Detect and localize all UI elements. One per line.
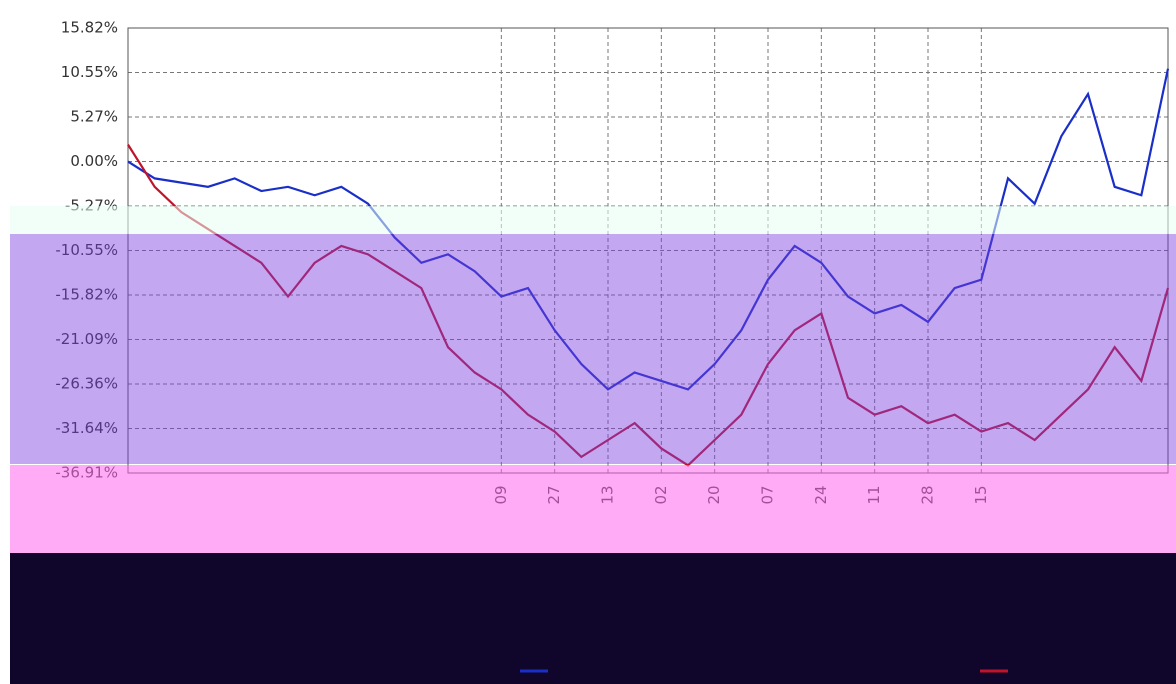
glitch-band: [10, 553, 1176, 684]
y-tick-label: -26.36%: [55, 374, 118, 392]
y-tick-label: 15.82%: [61, 19, 118, 37]
y-tick-label: -31.64%: [55, 419, 118, 437]
y-tick-label: -21.09%: [55, 330, 118, 348]
glitch-band: [10, 206, 1176, 234]
series-line: [127, 144, 1170, 467]
y-tick-label: 0.00%: [70, 152, 118, 170]
y-tick-label: -15.82%: [55, 286, 118, 304]
glitch-band: [10, 234, 1176, 464]
y-tick-label: 5.27%: [70, 108, 118, 126]
glitch-band: [10, 465, 1176, 553]
y-tick-label: -10.55%: [55, 241, 118, 259]
y-tick-label: 10.55%: [61, 63, 118, 81]
